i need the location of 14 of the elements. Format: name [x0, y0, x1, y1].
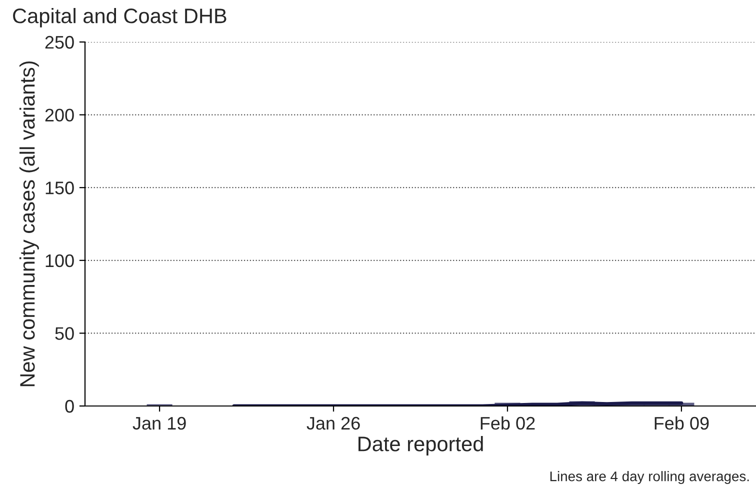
y-tick-label: 50 — [55, 327, 74, 340]
y-axis-title: New community cases (all variants) — [19, 61, 39, 386]
x-tick-label: Feb 09 — [654, 416, 709, 430]
x-tick-label: Feb 02 — [480, 416, 535, 430]
x-tick-label: Jan 26 — [306, 416, 360, 430]
y-tick-label: 100 — [46, 254, 74, 268]
y-tick-label: 150 — [46, 182, 74, 194]
y-tick-label: 200 — [45, 108, 74, 122]
chart-title: Capital and Coast DHB — [13, 8, 226, 28]
x-tick-label: Jan 19 — [132, 416, 186, 430]
y-tick-label: 250 — [45, 36, 74, 49]
x-axis-title: Date reported — [358, 436, 483, 456]
y-tick-label: 0 — [65, 400, 74, 413]
text: Lines are 4 day rolling averages. — [550, 471, 749, 484]
